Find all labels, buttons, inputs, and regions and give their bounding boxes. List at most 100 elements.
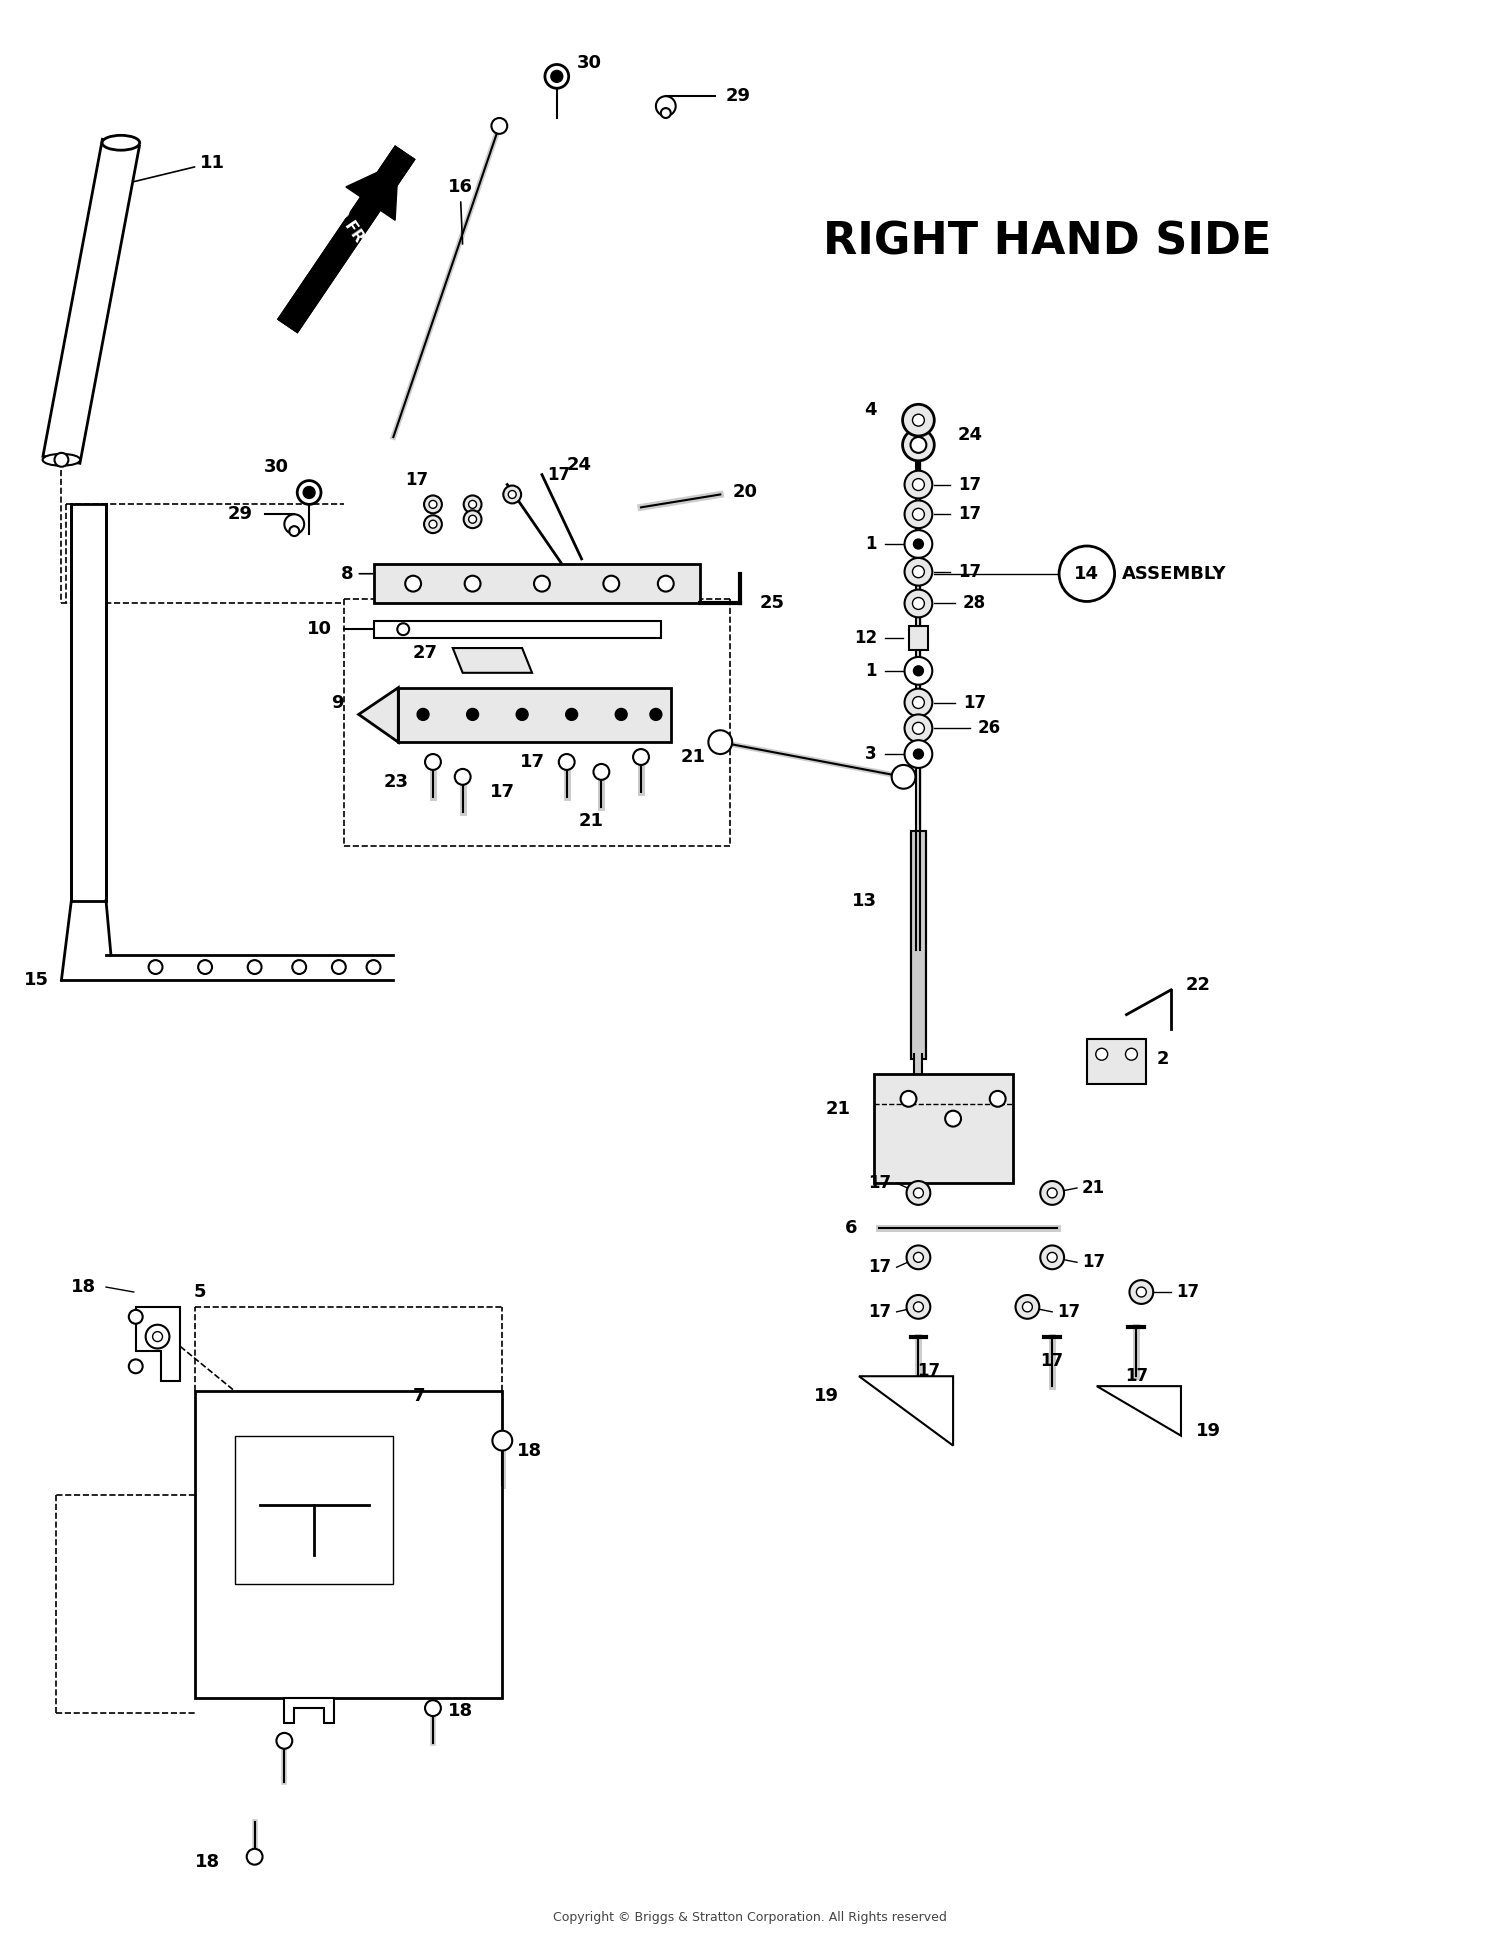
Circle shape	[429, 520, 436, 527]
Text: 9: 9	[332, 693, 344, 712]
Circle shape	[603, 576, 619, 592]
Circle shape	[903, 428, 934, 461]
Circle shape	[904, 590, 933, 617]
Circle shape	[615, 708, 627, 720]
Polygon shape	[285, 1699, 334, 1722]
Polygon shape	[453, 648, 532, 673]
Circle shape	[492, 1430, 512, 1450]
Circle shape	[594, 765, 609, 780]
Text: 12: 12	[853, 629, 877, 648]
Text: 5: 5	[194, 1282, 206, 1302]
Circle shape	[904, 559, 933, 586]
Text: 4: 4	[864, 401, 877, 418]
Bar	[909, 627, 928, 650]
Circle shape	[658, 576, 674, 592]
Text: 1: 1	[865, 535, 877, 553]
Text: 17: 17	[958, 506, 981, 523]
Text: 19: 19	[1196, 1423, 1221, 1440]
Circle shape	[633, 749, 650, 765]
Text: ASSEMBLY: ASSEMBLY	[1122, 564, 1226, 582]
Circle shape	[914, 1253, 924, 1263]
Circle shape	[1041, 1245, 1064, 1269]
Text: 30: 30	[264, 457, 290, 475]
Text: 20: 20	[732, 483, 758, 502]
Circle shape	[366, 959, 381, 975]
Circle shape	[54, 453, 69, 467]
Circle shape	[903, 405, 934, 436]
Circle shape	[248, 959, 261, 975]
Text: 17: 17	[868, 1259, 891, 1277]
Circle shape	[1047, 1187, 1058, 1199]
Circle shape	[945, 1111, 962, 1127]
Text: 18: 18	[70, 1279, 96, 1296]
Circle shape	[662, 109, 670, 119]
Circle shape	[904, 658, 933, 685]
Text: 23: 23	[382, 773, 408, 790]
Text: 17: 17	[868, 1173, 891, 1193]
Ellipse shape	[42, 453, 81, 465]
Polygon shape	[346, 163, 399, 220]
Text: 17: 17	[490, 782, 514, 800]
Circle shape	[292, 959, 306, 975]
Circle shape	[153, 1331, 162, 1341]
Polygon shape	[1096, 1386, 1180, 1436]
Text: 10: 10	[308, 621, 332, 638]
Circle shape	[424, 496, 442, 514]
Circle shape	[417, 708, 429, 720]
Circle shape	[914, 1187, 924, 1199]
Circle shape	[904, 500, 933, 527]
Circle shape	[516, 708, 528, 720]
Circle shape	[914, 749, 924, 759]
Circle shape	[912, 566, 924, 578]
Text: 2: 2	[1156, 1051, 1168, 1068]
Polygon shape	[374, 564, 700, 603]
Text: 18: 18	[195, 1853, 220, 1870]
Circle shape	[906, 1181, 930, 1205]
Text: RIGHT HAND SIDE: RIGHT HAND SIDE	[824, 220, 1272, 263]
Circle shape	[504, 486, 520, 504]
Circle shape	[148, 959, 162, 975]
Text: 18: 18	[448, 1703, 472, 1720]
Circle shape	[468, 500, 477, 508]
Circle shape	[276, 1732, 292, 1749]
Text: 29: 29	[228, 506, 252, 523]
Text: 17: 17	[958, 475, 981, 494]
Circle shape	[1023, 1302, 1032, 1312]
Text: 16: 16	[447, 179, 472, 243]
Circle shape	[990, 1092, 1005, 1107]
Circle shape	[424, 516, 442, 533]
Circle shape	[198, 959, 211, 975]
Circle shape	[906, 1294, 930, 1319]
Text: 17: 17	[519, 753, 544, 771]
Text: 17: 17	[405, 471, 427, 488]
Circle shape	[904, 689, 933, 716]
Circle shape	[1016, 1294, 1040, 1319]
Circle shape	[650, 708, 662, 720]
Text: TO FRONT: TO FRONT	[326, 195, 387, 274]
Text: 17: 17	[868, 1302, 891, 1321]
Text: 17: 17	[1041, 1352, 1064, 1370]
Polygon shape	[374, 621, 662, 638]
Circle shape	[129, 1310, 142, 1323]
Text: 19: 19	[815, 1387, 839, 1405]
Circle shape	[560, 753, 574, 771]
Circle shape	[534, 576, 550, 592]
Text: 21: 21	[1082, 1179, 1106, 1197]
Circle shape	[405, 576, 422, 592]
Circle shape	[910, 438, 927, 453]
Text: 17: 17	[548, 465, 570, 485]
Text: 30: 30	[576, 54, 602, 72]
Circle shape	[914, 666, 924, 675]
Text: 15: 15	[24, 971, 48, 989]
Polygon shape	[72, 504, 106, 901]
Bar	[1088, 1039, 1146, 1084]
Text: 17: 17	[1058, 1302, 1080, 1321]
Circle shape	[1059, 547, 1114, 601]
Circle shape	[912, 722, 924, 734]
Text: 29: 29	[724, 88, 750, 105]
Circle shape	[550, 70, 562, 82]
Text: 17: 17	[958, 562, 981, 580]
Text: 18: 18	[518, 1442, 543, 1460]
Text: 21: 21	[681, 747, 705, 767]
Circle shape	[492, 119, 507, 134]
